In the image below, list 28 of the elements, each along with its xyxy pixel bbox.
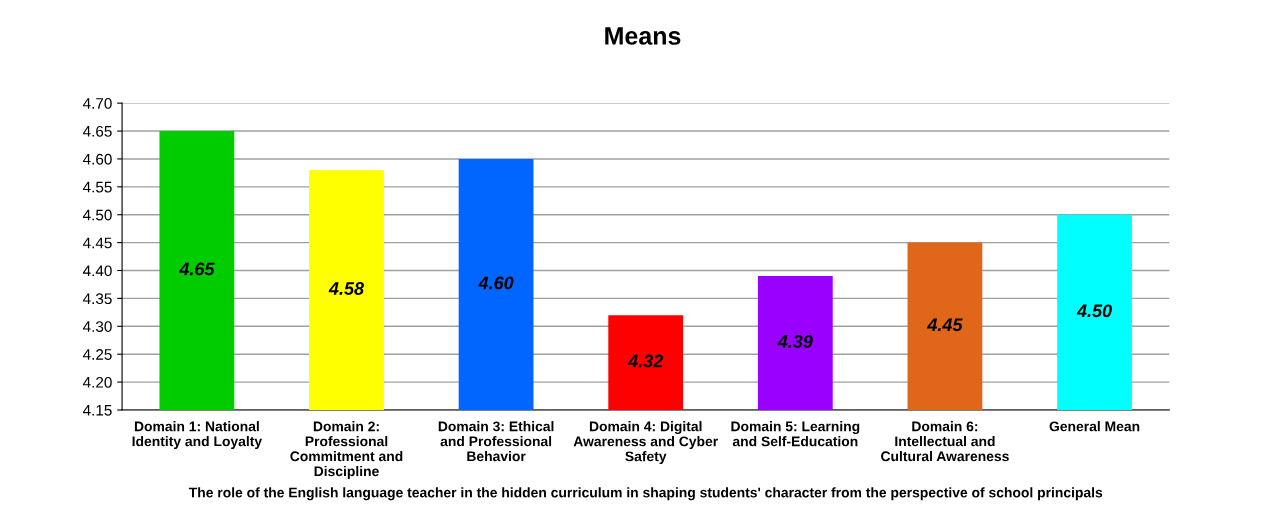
data-label: 4.60	[478, 276, 514, 290]
x-tick-label: General Mean	[1049, 421, 1140, 432]
y-tick-label: 4.15	[82, 405, 112, 416]
x-tick-label: Domain 2: Professional Commitment and Discipline	[290, 421, 403, 479]
y-tick-label: 4.40	[82, 265, 112, 277]
chart-title: Means	[605, 27, 681, 45]
y-tick-label: 4.50	[82, 209, 112, 221]
x-tick-label: Domain 1: National Identity and Loyalty	[132, 421, 263, 449]
data-label: 4.50	[1076, 304, 1112, 318]
y-tick-label: 4.25	[82, 349, 112, 360]
y-tick-label: 4.45	[82, 237, 112, 249]
data-label: 4.58	[328, 282, 365, 295]
y-tick-label: 4.55	[82, 181, 112, 193]
data-label: 4.45	[927, 318, 963, 332]
x-tick-label: Domain 4: Digital Awareness and Cyber Safety	[573, 421, 718, 465]
x-tick-label: Domain 3: Ethical and Professional Behavior	[438, 421, 554, 462]
y-tick-label: 4.70	[82, 98, 112, 109]
data-label: 4.65	[179, 262, 215, 276]
data-label: 4.39	[777, 335, 813, 348]
data-label: 4.32	[627, 354, 664, 368]
y-tick-label: 4.30	[82, 321, 112, 332]
y-tick-label: 4.60	[82, 153, 112, 165]
y-tick-label: 4.65	[82, 125, 112, 137]
x-axis-title: The role of the English language teacher in the hidden curriculum in shaping students' character from the perspective of school principals	[188, 487, 1103, 501]
y-tick-label: 4.35	[82, 293, 112, 305]
y-tick-label: 4.20	[82, 376, 112, 388]
x-tick-label: Domain 6: Intellectual and Cultural Awareness	[881, 421, 1009, 462]
x-tick-label: Domain 5: Learning and Self-Education	[731, 421, 860, 447]
